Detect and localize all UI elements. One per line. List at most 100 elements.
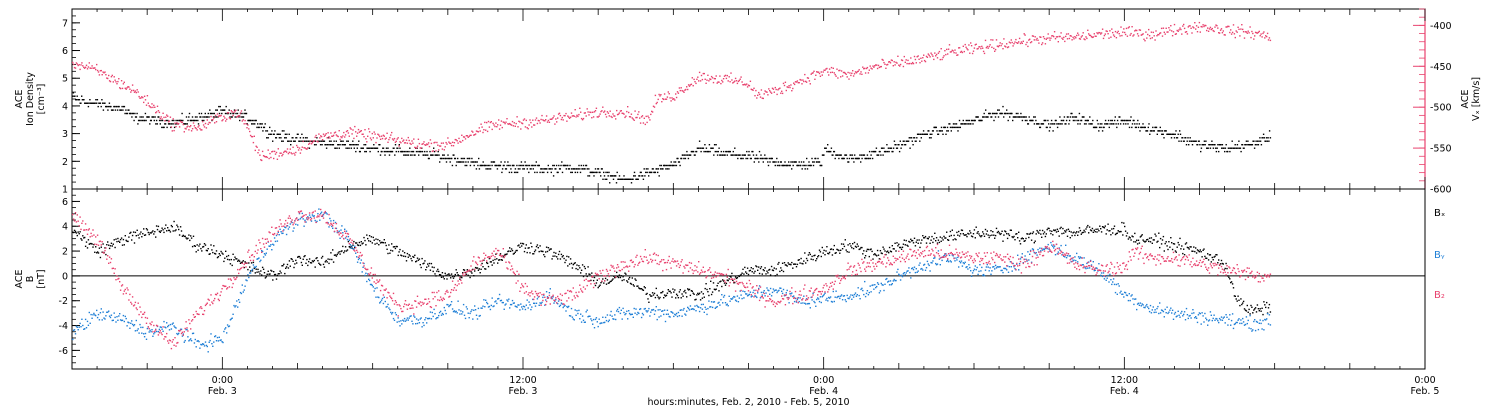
data-point [159, 120, 160, 121]
data-point [280, 231, 281, 232]
data-point [809, 252, 810, 253]
data-point [488, 168, 489, 169]
data-point [1060, 123, 1061, 124]
data-point [1063, 37, 1064, 38]
data-point [706, 148, 707, 149]
data-point [86, 65, 87, 66]
data-point [1021, 41, 1022, 42]
data-point [1018, 232, 1019, 233]
data-point [1107, 33, 1108, 34]
data-point [529, 119, 530, 120]
data-point [1180, 134, 1181, 135]
data-point [422, 143, 423, 144]
data-point [1264, 37, 1265, 38]
data-point [319, 137, 320, 138]
data-point [377, 148, 378, 149]
data-point [1109, 123, 1110, 124]
data-point [378, 244, 379, 245]
data-point [75, 333, 76, 334]
data-point [558, 165, 559, 166]
data-point [438, 154, 439, 155]
data-point [146, 228, 147, 229]
data-point [406, 319, 407, 320]
data-point [941, 241, 942, 242]
data-point [1189, 141, 1190, 142]
data-point [265, 254, 266, 255]
data-point [1119, 116, 1120, 117]
data-point [849, 243, 850, 244]
data-point [1180, 248, 1181, 249]
data-point [1178, 31, 1179, 32]
data-point [1020, 116, 1021, 117]
data-point [539, 251, 540, 252]
data-point [978, 116, 979, 117]
data-point [189, 240, 190, 241]
data-point [265, 130, 266, 131]
data-point [1216, 25, 1217, 26]
data-point [482, 132, 483, 133]
data-point [970, 42, 971, 43]
data-point [414, 317, 415, 318]
data-point [170, 324, 171, 325]
data-point [251, 270, 252, 271]
data-point [692, 77, 693, 78]
data-point [499, 128, 500, 129]
data-point [946, 232, 947, 233]
data-point [956, 123, 957, 124]
data-point [512, 250, 513, 251]
data-point [373, 237, 374, 238]
data-point [764, 154, 765, 155]
data-point [243, 291, 244, 292]
data-point [1243, 31, 1244, 32]
data-point [280, 153, 281, 154]
data-point [229, 109, 230, 110]
data-point [465, 318, 466, 319]
data-point [79, 323, 80, 324]
data-point [225, 327, 226, 328]
data-point [1003, 234, 1004, 235]
data-point [1237, 144, 1238, 145]
data-point [141, 333, 142, 334]
data-point [1248, 312, 1249, 313]
data-point [993, 235, 994, 236]
data-point [791, 168, 792, 169]
data-point [553, 252, 554, 253]
data-point [1001, 43, 1002, 44]
data-point [542, 172, 543, 173]
data-point [78, 231, 79, 232]
data-point [599, 172, 600, 173]
data-point [846, 74, 847, 75]
data-point [814, 79, 815, 80]
data-point [1152, 243, 1153, 244]
data-point [918, 55, 919, 56]
data-point [1055, 38, 1056, 39]
data-point [690, 295, 691, 296]
data-point [216, 250, 217, 251]
data-point [193, 122, 194, 123]
data-point [405, 256, 406, 257]
data-point [948, 130, 949, 131]
data-point [152, 230, 153, 231]
data-point [483, 129, 484, 130]
data-point [462, 161, 463, 162]
data-point [139, 120, 140, 121]
data-point [766, 158, 767, 159]
data-point [411, 140, 412, 141]
data-point [424, 151, 425, 152]
data-point [502, 127, 503, 128]
data-point [987, 46, 988, 47]
data-point [253, 120, 254, 121]
data-point [901, 249, 902, 250]
data-point [1151, 32, 1152, 33]
data-point [859, 158, 860, 159]
data-point [89, 103, 90, 104]
data-point [678, 297, 679, 298]
data-point [660, 94, 661, 95]
data-point [353, 241, 354, 242]
data-point [945, 127, 946, 128]
data-point [375, 238, 376, 239]
data-point [539, 122, 540, 123]
data-point [577, 269, 578, 270]
data-point [1082, 35, 1083, 36]
